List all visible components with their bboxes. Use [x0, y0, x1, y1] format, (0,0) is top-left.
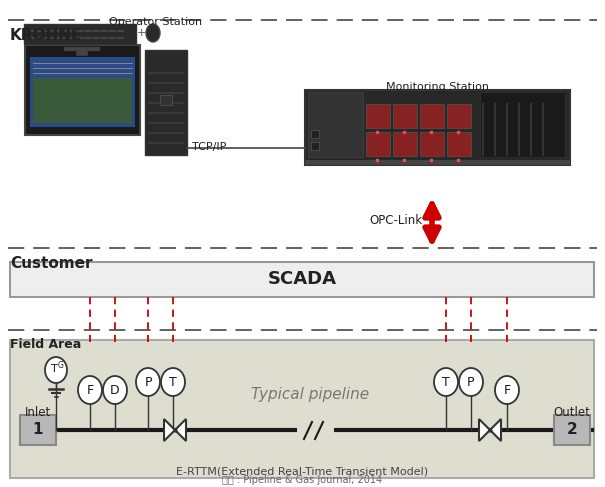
- FancyBboxPatch shape: [305, 90, 570, 165]
- Ellipse shape: [146, 24, 160, 42]
- FancyBboxPatch shape: [308, 92, 363, 157]
- Polygon shape: [479, 419, 490, 441]
- FancyBboxPatch shape: [33, 77, 132, 123]
- Polygon shape: [175, 419, 186, 441]
- Text: P: P: [467, 375, 475, 389]
- Text: F: F: [503, 383, 511, 396]
- Text: T: T: [442, 375, 450, 389]
- Ellipse shape: [103, 376, 127, 404]
- Text: Customer: Customer: [10, 256, 93, 271]
- Ellipse shape: [495, 376, 519, 404]
- FancyBboxPatch shape: [447, 104, 471, 128]
- Ellipse shape: [161, 368, 185, 396]
- FancyBboxPatch shape: [480, 92, 565, 157]
- FancyBboxPatch shape: [554, 415, 590, 445]
- Text: TCP/IP: TCP/IP: [192, 142, 226, 152]
- Ellipse shape: [78, 376, 102, 404]
- Text: T: T: [51, 364, 57, 374]
- Text: G: G: [58, 360, 64, 370]
- FancyBboxPatch shape: [30, 57, 135, 127]
- Text: 출치 : Pipeline & Gas Journal, 2014: 출치 : Pipeline & Gas Journal, 2014: [222, 475, 382, 485]
- Text: D: D: [110, 383, 120, 396]
- Text: E-RTTM(Extended Real-Time Transient Model): E-RTTM(Extended Real-Time Transient Mode…: [176, 467, 428, 477]
- FancyBboxPatch shape: [447, 132, 471, 156]
- FancyBboxPatch shape: [10, 340, 594, 478]
- Text: Operator Station: Operator Station: [110, 17, 203, 27]
- FancyBboxPatch shape: [305, 160, 570, 165]
- FancyBboxPatch shape: [393, 104, 417, 128]
- FancyBboxPatch shape: [366, 132, 390, 156]
- Text: OPC-Link: OPC-Link: [369, 214, 422, 227]
- FancyBboxPatch shape: [20, 415, 56, 445]
- Text: F: F: [87, 383, 94, 396]
- Text: Monitoring Station: Monitoring Station: [385, 82, 488, 92]
- FancyBboxPatch shape: [366, 104, 390, 128]
- FancyBboxPatch shape: [420, 132, 444, 156]
- FancyBboxPatch shape: [311, 130, 319, 138]
- FancyBboxPatch shape: [311, 142, 319, 150]
- Text: 2: 2: [567, 423, 577, 437]
- Ellipse shape: [45, 357, 67, 383]
- FancyBboxPatch shape: [24, 24, 136, 44]
- Text: SCADA: SCADA: [267, 270, 336, 288]
- Ellipse shape: [459, 368, 483, 396]
- Text: +: +: [136, 28, 146, 38]
- Text: T: T: [169, 375, 177, 389]
- Text: Field Area: Field Area: [10, 338, 81, 351]
- FancyBboxPatch shape: [145, 50, 187, 155]
- Ellipse shape: [434, 368, 458, 396]
- FancyBboxPatch shape: [420, 104, 444, 128]
- Text: P: P: [144, 375, 152, 389]
- Text: Inlet: Inlet: [25, 406, 51, 419]
- Text: 1: 1: [33, 423, 43, 437]
- Text: KROHNE: KROHNE: [10, 28, 82, 43]
- FancyBboxPatch shape: [393, 132, 417, 156]
- Text: Outlet: Outlet: [554, 406, 590, 419]
- FancyBboxPatch shape: [10, 262, 594, 297]
- FancyBboxPatch shape: [160, 95, 172, 105]
- Text: Typical pipeline: Typical pipeline: [251, 388, 369, 402]
- Polygon shape: [490, 419, 501, 441]
- Polygon shape: [164, 419, 175, 441]
- Ellipse shape: [136, 368, 160, 396]
- FancyBboxPatch shape: [25, 45, 140, 135]
